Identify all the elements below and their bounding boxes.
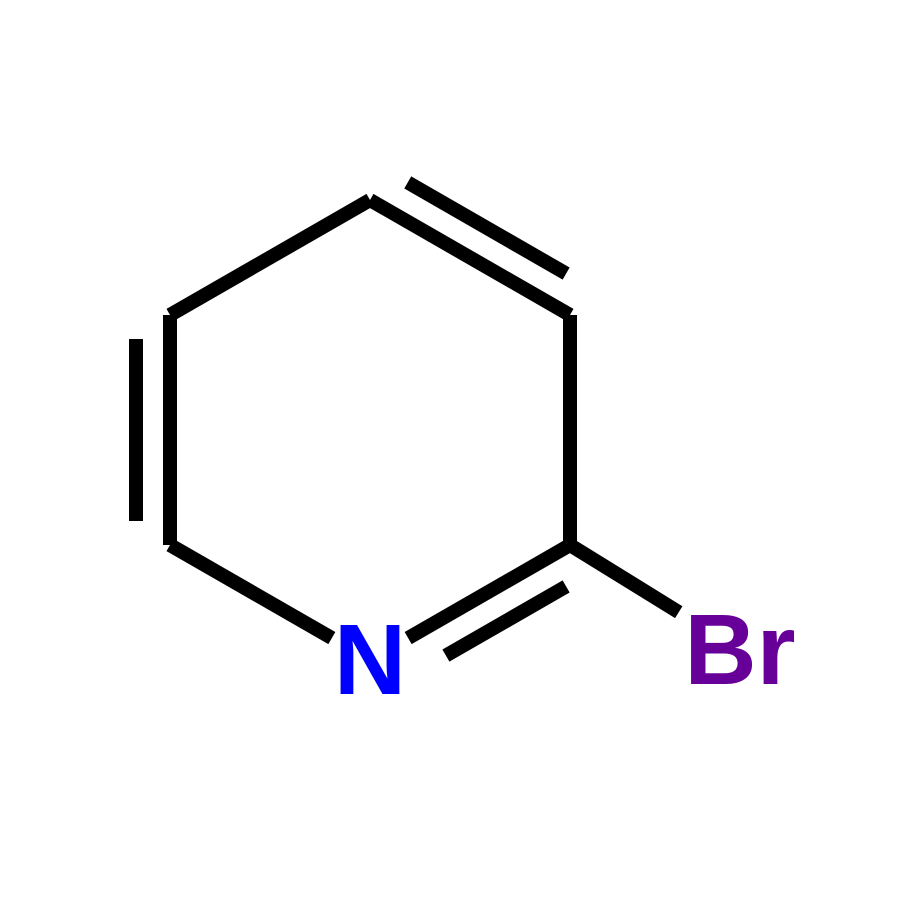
atom-label-Br: Br xyxy=(684,594,795,706)
bond-N1-C2-inner xyxy=(446,586,566,655)
bond-C6-N1 xyxy=(170,545,332,638)
bond-C2-Br xyxy=(570,545,679,612)
atom-label-N1: N xyxy=(334,604,406,716)
molecule-svg: N Br xyxy=(0,0,900,900)
molecule-diagram: N Br xyxy=(0,0,900,900)
bond-C4-C5 xyxy=(170,200,370,315)
